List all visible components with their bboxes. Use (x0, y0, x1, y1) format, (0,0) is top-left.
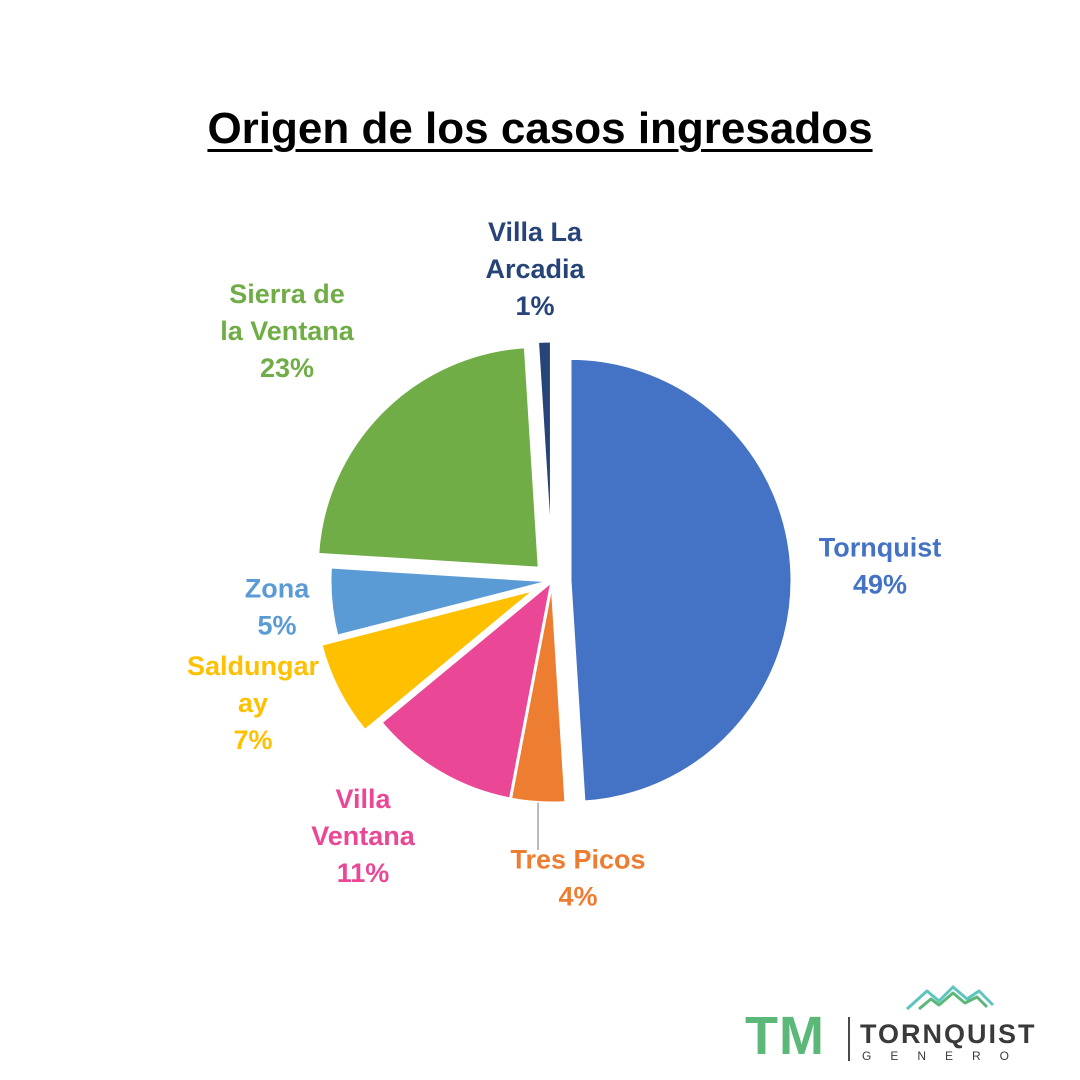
pie-slices (316, 339, 794, 805)
chart-title: Origen de los casos ingresados (207, 104, 873, 153)
slice-label-saldungaray: Saldungar ay 7% (187, 651, 320, 755)
logo-divider (848, 1017, 850, 1061)
slice-labels: Tornquist 49% Tres Picos 4% Villa Ventana 11% S… (187, 217, 941, 912)
logo-name: TORNQUIST (860, 1019, 1037, 1049)
slice-label-villa-ventana: Villa Ventana 11% (311, 784, 416, 888)
pie-slice-sierra-de-la-ventana (316, 345, 541, 570)
pie-slice-villa-ventana (378, 577, 555, 801)
slice-label-sierra-de-la-ventana: Sierra de la Ventana 23% (220, 279, 355, 383)
pie-slice-tornquist (568, 356, 794, 804)
mountains-icon (905, 985, 995, 1011)
slice-label-tornquist: Tornquist 49% (819, 533, 941, 600)
logo-mark: TM (745, 1006, 825, 1066)
tornquist-genero-logo: TM TORNQUIST GENERO (745, 985, 1045, 1066)
logo-subtitle: GENERO (862, 1049, 1029, 1063)
pie-slice-villa-la-arcadia (535, 339, 553, 564)
slice-label-zona: Zona 5% (245, 574, 310, 641)
pie-slice-zona (328, 565, 553, 639)
slice-label-tres-picos: Tres Picos 4% (510, 845, 645, 912)
slice-label-villa-la-arcadia: Villa La Arcadia 1% (485, 217, 585, 321)
pie-slice-saldungaray (319, 587, 537, 733)
